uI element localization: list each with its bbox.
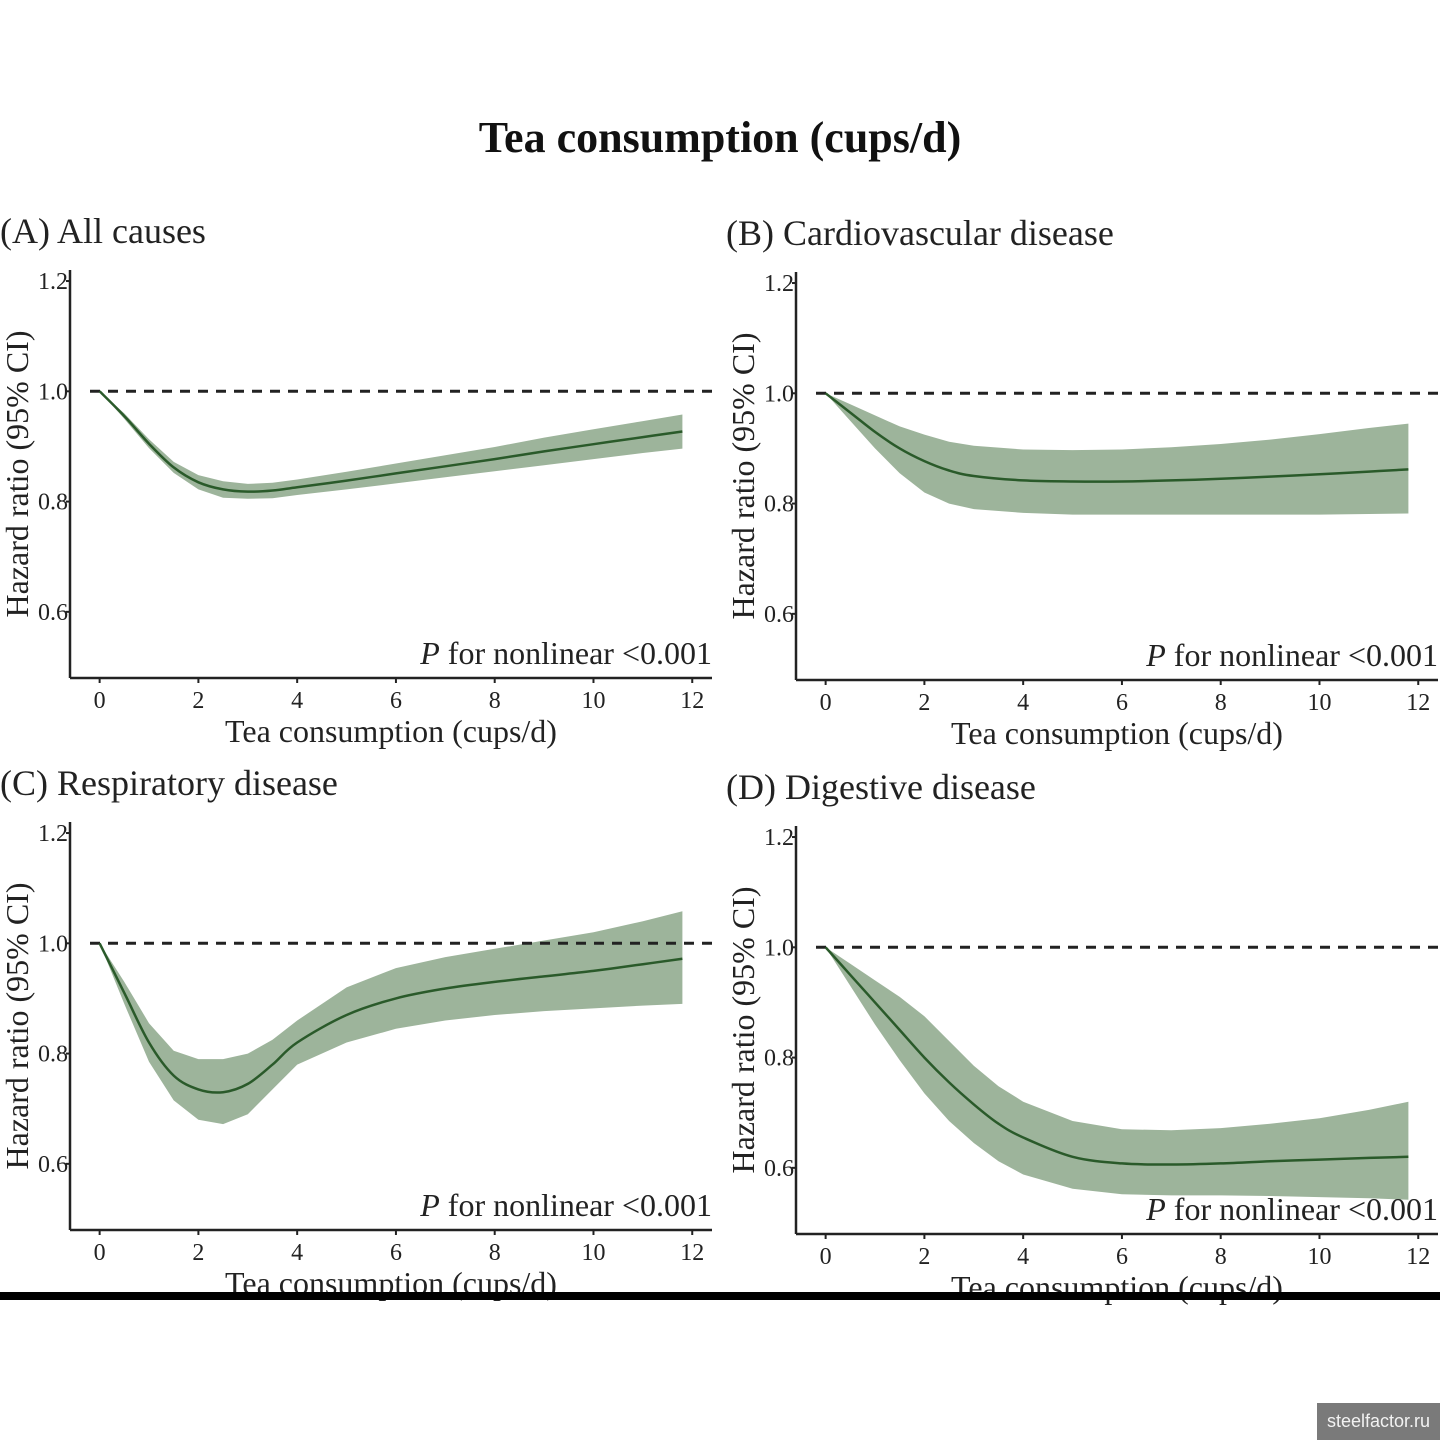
x-tick-label: 8 <box>489 1240 501 1266</box>
hazard-ratio-line <box>98 942 683 1094</box>
annotation-rest: for nonlinear <0.001 <box>440 635 712 671</box>
x-axis-label: Tea consumption (cups/d) <box>225 713 557 749</box>
x-tick-label: 12 <box>1406 1244 1430 1270</box>
chart-svg: 1.2 1.0 0.8 0.6 0 2 4 6 8 10 12 Tea consumption (cu… <box>0 269 718 749</box>
panel-respiratory-disease: (C) Respiratory disease 1.2 1.0 0.8 0.6 0 2 4 6 8… <box>0 762 718 1322</box>
x-tick-label: 6 <box>390 688 402 714</box>
y-tick-label: 1.2 <box>38 821 68 847</box>
x-tick-label: 10 <box>581 688 605 714</box>
y-tick-label: 1.0 <box>38 379 68 405</box>
x-tick-label: 12 <box>680 688 704 714</box>
hazard-ratio-line <box>824 946 1409 1166</box>
annotation-rest: for nonlinear <0.001 <box>1166 1191 1438 1227</box>
x-tick-label: 2 <box>918 1244 930 1270</box>
y-tick-label: 0.8 <box>764 492 794 518</box>
hazard-ratio-line <box>824 392 1409 483</box>
annotation-p: P <box>419 635 440 671</box>
x-tick-label: 4 <box>291 688 303 714</box>
x-tick-label: 6 <box>1116 1244 1128 1270</box>
hazard-ratio-line <box>98 390 683 493</box>
x-tick-label: 4 <box>1017 1244 1029 1270</box>
x-tick-label: 2 <box>192 688 204 714</box>
panel-title: (C) Respiratory disease <box>0 763 338 803</box>
y-tick-label: 0.6 <box>38 1152 68 1178</box>
y-tick-label: 1.0 <box>38 931 68 957</box>
x-tick-label: 10 <box>1307 690 1331 716</box>
bottom-rule <box>0 1292 1440 1300</box>
nonlinear-p-annotation: P for nonlinear <0.001 <box>419 1187 712 1223</box>
x-tick-label: 12 <box>680 1240 704 1266</box>
x-axis-label: Tea consumption (cups/d) <box>951 715 1283 751</box>
x-tick-label: 8 <box>1215 690 1227 716</box>
y-tick-label: 1.2 <box>764 271 794 297</box>
nonlinear-p-annotation: P for nonlinear <0.001 <box>419 635 712 671</box>
y-tick-label: 0.6 <box>764 1156 794 1182</box>
y-tick-label: 0.6 <box>38 600 68 626</box>
y-axis-label: Hazard ratio (95% CI) <box>0 883 35 1170</box>
panel-digestive-disease: (D) Digestive disease 1.2 1.0 0.8 0.6 0 2 4 6 8 10… <box>725 766 1440 1326</box>
x-tick-label: 0 <box>94 1240 106 1266</box>
y-tick-label: 1.0 <box>764 935 794 961</box>
panel-title: (B) Cardiovascular disease <box>726 213 1114 253</box>
annotation-p: P <box>419 1187 440 1223</box>
x-tick-label: 2 <box>918 690 930 716</box>
panel-title: (A) All causes <box>0 211 206 251</box>
annotation-rest: for nonlinear <0.001 <box>440 1187 712 1223</box>
panel-cardiovascular-disease: (B) Cardiovascular disease 1.2 1.0 0.8 0.6 0 2… <box>725 212 1440 772</box>
x-tick-label: 0 <box>94 688 106 714</box>
annotation-p: P <box>1145 1191 1166 1227</box>
y-tick-label: 0.8 <box>38 1042 68 1068</box>
x-tick-label: 6 <box>1116 690 1128 716</box>
panel-title: (D) Digestive disease <box>726 767 1036 807</box>
y-axis-label: Hazard ratio (95% CI) <box>0 331 35 618</box>
y-tick-label: 1.2 <box>764 825 794 851</box>
y-tick-label: 0.6 <box>764 602 794 628</box>
panel-all-causes: (A) All causes 1.2 1.0 0.8 0.6 0 2 4 6 8 10 12 Tea c… <box>0 210 718 770</box>
confidence-band <box>99 911 683 1125</box>
y-tick-label: 1.2 <box>38 269 68 295</box>
confidence-band <box>825 947 1409 1200</box>
confidence-band <box>99 391 683 499</box>
x-tick-label: 6 <box>390 1240 402 1266</box>
x-tick-label: 8 <box>489 688 501 714</box>
x-tick-label: 12 <box>1406 690 1430 716</box>
y-tick-label: 0.8 <box>764 1046 794 1072</box>
nonlinear-p-annotation: P for nonlinear <0.001 <box>1145 1191 1438 1227</box>
confidence-band <box>825 393 1409 515</box>
x-tick-label: 4 <box>291 1240 303 1266</box>
y-axis-label: Hazard ratio (95% CI) <box>725 333 761 620</box>
chart-svg: 1.2 1.0 0.8 0.6 0 2 4 6 8 10 12 Tea consumption (cu… <box>725 271 1440 751</box>
x-tick-label: 4 <box>1017 690 1029 716</box>
x-tick-label: 10 <box>581 1240 605 1266</box>
nonlinear-p-annotation: P for nonlinear <0.001 <box>1145 637 1438 673</box>
y-tick-label: 0.8 <box>38 490 68 516</box>
figure-title: Tea consumption (cups/d) <box>478 113 962 162</box>
y-axis-label: Hazard ratio (95% CI) <box>725 887 761 1174</box>
x-tick-label: 10 <box>1307 1244 1331 1270</box>
x-tick-label: 0 <box>820 690 832 716</box>
x-tick-label: 2 <box>192 1240 204 1266</box>
annotation-p: P <box>1145 637 1166 673</box>
x-tick-label: 8 <box>1215 1244 1227 1270</box>
watermark: steelfactor.ru <box>1316 1403 1440 1440</box>
y-tick-label: 1.0 <box>764 381 794 407</box>
x-tick-label: 0 <box>820 1244 832 1270</box>
annotation-rest: for nonlinear <0.001 <box>1166 637 1438 673</box>
